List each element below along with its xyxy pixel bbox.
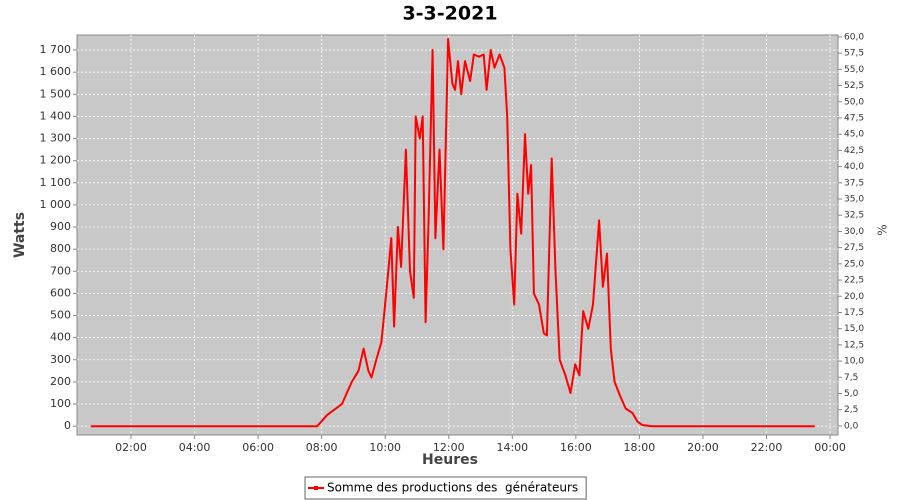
x-tick-label: 08:00	[306, 441, 338, 454]
x-tick-label: 02:00	[115, 441, 147, 454]
y-tick-label: 900	[50, 220, 71, 233]
y2-tick-label: 7,5	[844, 373, 858, 383]
y-tick-label: 400	[50, 331, 71, 344]
y-tick-label: 300	[50, 353, 71, 366]
y2-tick-label: 22,5	[844, 276, 864, 286]
y2-tick-label: 40,0	[844, 162, 864, 172]
y2-tick-label: 27,5	[844, 243, 864, 253]
x-tick-label: 20:00	[687, 441, 719, 454]
x-tick-label: 22:00	[751, 441, 783, 454]
legend-box	[304, 476, 587, 500]
y-tick-label: 1 600	[40, 65, 72, 78]
y2-tick-label: 17,5	[844, 308, 864, 318]
y2-tick-label: 2,5	[844, 405, 858, 415]
x-tick-label: 00:00	[814, 441, 846, 454]
y2-tick-label: 42,5	[844, 146, 864, 156]
plot-area	[76, 34, 839, 436]
y-tick-label: 0	[64, 419, 71, 432]
x-tick-label: 06:00	[242, 441, 274, 454]
y2-tick-label: 32,5	[844, 211, 864, 221]
y2-tick-label: 60,0	[844, 32, 864, 42]
y2-tick-label: 25,0	[844, 259, 864, 269]
y2-tick-label: 35,0	[844, 195, 864, 205]
y2-tick-label: 55,0	[844, 65, 864, 75]
line	[90, 38, 815, 428]
y2-tick-label: 0,0	[844, 421, 859, 431]
y-tick-label: 1 100	[40, 176, 72, 189]
y-axis-label: Watts	[12, 212, 28, 258]
y2-tick-label: 57,5	[844, 49, 864, 59]
y-tick-label: 800	[50, 242, 71, 255]
y2-tick-label: 20,0	[844, 292, 864, 302]
y-tick-label: 100	[50, 397, 71, 410]
y2-tick-label: 37,5	[844, 178, 864, 188]
x-tick-label: 16:00	[560, 441, 592, 454]
x-tick-label: 12:00	[433, 441, 465, 454]
y-tick-label: 200	[50, 375, 71, 388]
x-tick-label: 10:00	[369, 441, 401, 454]
y-tick-label: 1 400	[40, 109, 72, 122]
x-axis-label: Heures	[422, 452, 478, 468]
y2-axis-label: %	[876, 224, 890, 235]
chart-title: 3-3-2021	[402, 3, 497, 25]
y2-tick-label: 30,0	[844, 227, 864, 237]
y-tick-label: 1 500	[40, 87, 72, 100]
legend-swatch-dot	[314, 486, 318, 490]
y-tick-label: 500	[50, 309, 71, 322]
y-tick-label: 1 700	[40, 43, 72, 56]
y2-tick-label: 5,0	[844, 389, 859, 399]
y2-tick-label: 47,5	[844, 113, 864, 123]
y-tick-label: 1 300	[40, 132, 72, 145]
y2-tick-label: 52,5	[844, 81, 864, 91]
x-tick-label: 14:00	[496, 441, 528, 454]
y2-tick-label: 15,0	[844, 324, 864, 334]
x-tick-label: 04:00	[179, 441, 211, 454]
y2-tick-label: 12,5	[844, 340, 864, 350]
y2-tick-label: 50,0	[844, 97, 864, 107]
y-tick-label: 700	[50, 264, 71, 277]
x-tick-label: 18:00	[624, 441, 656, 454]
y2-tick-label: 10,0	[844, 357, 864, 367]
y-tick-label: 600	[50, 286, 71, 299]
y-tick-label: 1 000	[40, 198, 72, 211]
y-tick-label: 1 200	[40, 154, 72, 167]
y2-tick-label: 45,0	[844, 130, 864, 140]
legend-label: Somme des productions des générateurs	[327, 481, 578, 495]
